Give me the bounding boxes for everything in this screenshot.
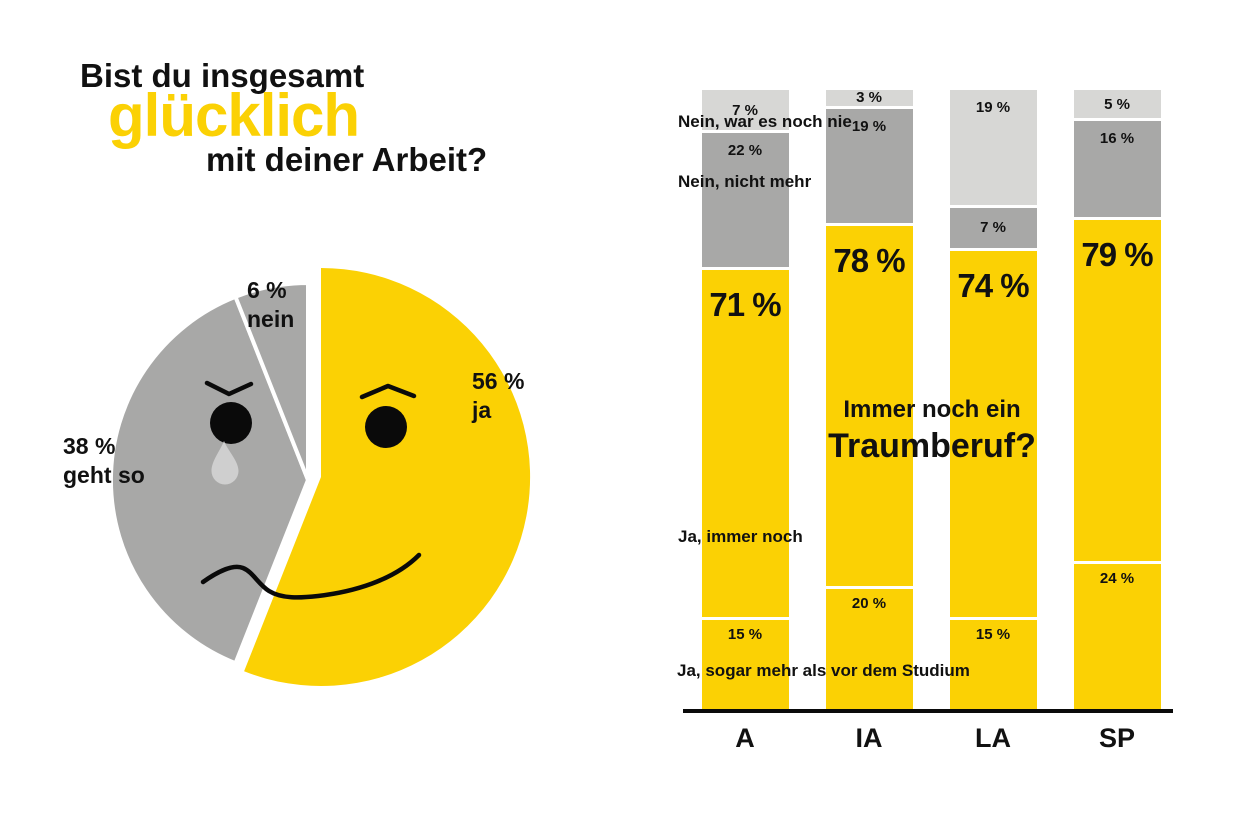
teardrop-icon [211,441,239,485]
bar-LA-value-nein-war-es-noch-nie: 19 % [975,99,1011,116]
pie-label-ja-value: 56 % [472,368,525,394]
pie-slice-gehtso [109,294,311,666]
bar-A-segment-nein-nicht-mehr: 22 % [701,133,789,267]
headline-line3: mit deiner Arbeit? [206,141,488,178]
bar-A-value-nein-nicht-mehr: 22 % [727,142,763,160]
happy-eye-icon [365,406,407,448]
bar-A-split-line [701,616,789,620]
bar-LA-split-line [949,616,1037,620]
bar-IA-segment-nein-nicht-mehr: 19 % [825,108,913,224]
bar-A-value-nein-war-es-noch-nie: 7 % [732,101,758,119]
bar-A-segment-ja: 71 % 15 % [701,269,789,710]
pie-label-ja-text: ja [472,397,492,423]
pie-label-gehtso-text: geht so [63,462,145,488]
happy-eyebrow-icon [359,383,417,400]
bar-LA-segment-nein-nicht-mehr: 7 % [949,207,1037,249]
bar-LA-value-nein-nicht-mehr: 7 % [980,219,1006,237]
bar-IA-value-nein-nicht-mehr: 19 % [851,117,887,135]
bar-SP-segment-nein-nicht-mehr: 16 % [1073,121,1161,218]
bar-SP-split-line [1073,561,1161,565]
bar-SP-segment-nein-war-es-noch-nie: 5 % [1073,90,1161,118]
bar-A-value-ja-sogar-mehr: 15 % [727,625,763,643]
bar-label-ja-sogar-mehr: Ja, sogar mehr als vor dem Studium [677,661,970,680]
x-axis-line [683,709,1173,713]
pie-label-nein-text: nein [247,306,295,332]
bar-IA-value-ja-sogar-mehr: 20 % [851,594,887,612]
sad-eye-icon [210,402,252,444]
bar-IA-segment-nein-war-es-noch-nie: 3 % [825,89,913,107]
bar-SP-segment-ja: 79 % 24 % [1073,220,1161,710]
headline-line2-highlight: glücklich [108,82,360,149]
pie-label-nein: 6 % nein [247,276,294,334]
axis-label-IA: IA [855,723,883,753]
bar-LA-value-ja-sogar-mehr: 15 % [975,625,1011,643]
axis-label-A: A [735,723,755,753]
bar-IA-split-line [825,585,913,589]
bar-chart-title: Immer noch ein Traumberuf? [800,396,1064,466]
pie-label-gehtso: 38 % geht so [63,432,145,490]
bar-SP-value-nein-war-es-noch-nie: 5 % [1104,95,1130,113]
bar-chart-title-line1: Immer noch ein [843,396,1021,423]
bar-SP-value-nein-nicht-mehr: 16 % [1099,130,1135,147]
bar-chart-title-line2: Traumberuf? [828,427,1036,465]
bar-LA-value-ja-gesamt: 74 % [957,267,1029,305]
bar-IA-value-nein-war-es-noch-nie: 3 % [856,89,882,107]
bar-label-nein-war-es-noch-nie: Nein, war es noch nie [678,112,852,131]
bar-LA-segment-ja: 74 % 15 % [949,251,1037,710]
bar-label-ja-immer-noch: Ja, immer noch [678,527,803,546]
bar-A-segment-nein-war-es-noch-nie: 7 % [701,90,789,131]
headline-line1: Bist du insgesamt [80,57,365,94]
axis-label-LA: LA [975,723,1011,753]
pie-label-ja: 56 % ja [472,367,524,425]
sad-eyebrow-icon [204,380,254,397]
bar-IA-segment-ja: 78 % 20 % [825,226,913,710]
pie-slice-nein [232,280,310,481]
bar-IA-value-ja-gesamt: 78 % [833,242,905,280]
bar-LA-segment-nein-war-es-noch-nie: 19 % [949,90,1037,205]
pie-slice-ja [244,267,531,686]
bar-SP-value-ja-sogar-mehr: 24 % [1099,570,1135,588]
pie-label-nein-value: 6 % [247,277,287,303]
bar-A-value-ja-gesamt: 71 % [709,285,781,323]
bar-SP-value-ja-gesamt: 79 % [1081,236,1153,274]
mouth-icon [200,552,422,600]
pie-label-gehtso-value: 38 % [63,433,116,459]
axis-label-SP: SP [1098,723,1136,753]
pie-chart-smiley [109,267,531,686]
bar-label-nein-nicht-mehr: Nein, nicht mehr [678,172,812,191]
